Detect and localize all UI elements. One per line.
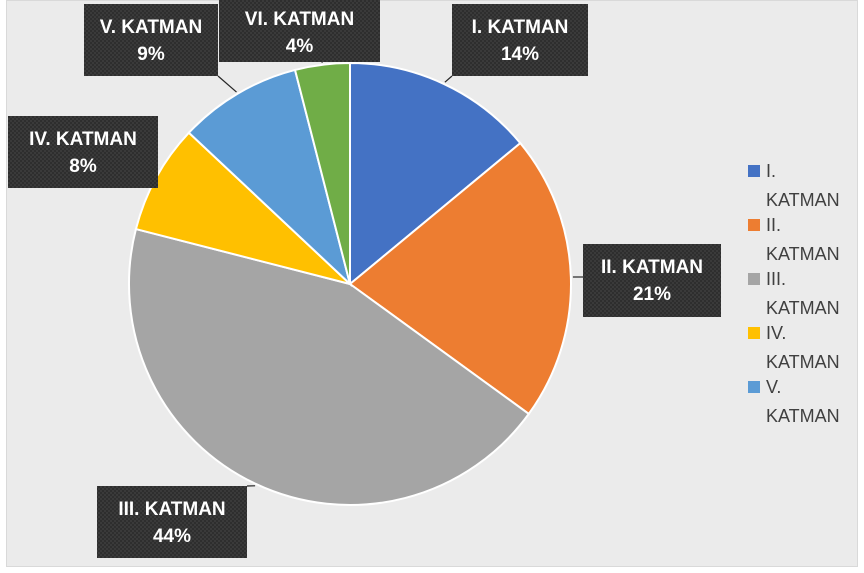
data-label: IV. KATMAN 8% [8,116,158,188]
legend-entry-label: II. [766,215,781,235]
data-label: III. KATMAN 44% [97,486,247,558]
leader-line [444,75,453,83]
data-label-box [97,486,247,558]
data-label-box [84,4,218,76]
pie-slice [187,68,352,288]
legend-entry-label-line2: KATMAN [766,298,840,318]
pie-slice [293,61,351,285]
legend-entry-label: III. [766,269,786,289]
legend-entry-label-line2: KATMAN [766,190,840,210]
legend: I. KATMAN II. KATMAN III. KATMAN IV. KATMAN V. KA… [748,161,840,426]
legend-swatch [748,273,760,285]
pie-slice [348,141,572,416]
legend-swatch [748,327,760,339]
data-label-category: IV. KATMAN [29,129,137,150]
data-label: II. KATMAN 21% [583,244,721,317]
legend-entry-label-line2: KATMAN [766,352,840,372]
data-label-category: VI. KATMAN [245,9,354,30]
data-label-category: I. KATMAN [472,17,569,38]
legend-swatch [748,219,760,231]
leader-lines [217,62,583,487]
data-label-category: II. KATMAN [601,257,703,278]
data-label-value: 21% [633,284,671,305]
legend-swatch [748,381,760,393]
pie-slices [128,61,572,506]
data-label-value: 8% [69,156,97,177]
leader-line [217,75,237,93]
data-label-value: 4% [286,36,314,57]
data-label-box [219,0,380,62]
legend-swatch [748,165,760,177]
legend-entry-label: IV. [766,323,786,343]
legend-entry-label-line2: KATMAN [766,244,840,264]
legend-entry-label-line2: KATMAN [766,406,840,426]
data-label-value: 44% [153,526,191,547]
pie-slice [128,227,531,506]
data-label-box [8,116,158,188]
data-label-category: III. KATMAN [118,499,225,520]
data-label-value: 9% [137,44,165,65]
pie-slice [349,61,522,287]
data-label-box [452,4,588,76]
legend-entry-label: I. [766,161,776,181]
data-label: I. KATMAN 14% [452,4,588,76]
data-label: V. KATMAN 9% [84,4,218,76]
data-label-category: V. KATMAN [100,17,202,38]
data-label-box [583,244,721,317]
data-label-value: 14% [501,44,539,65]
data-label: VI. KATMAN 4% [219,0,380,62]
legend-entry-label: V. [766,377,781,397]
